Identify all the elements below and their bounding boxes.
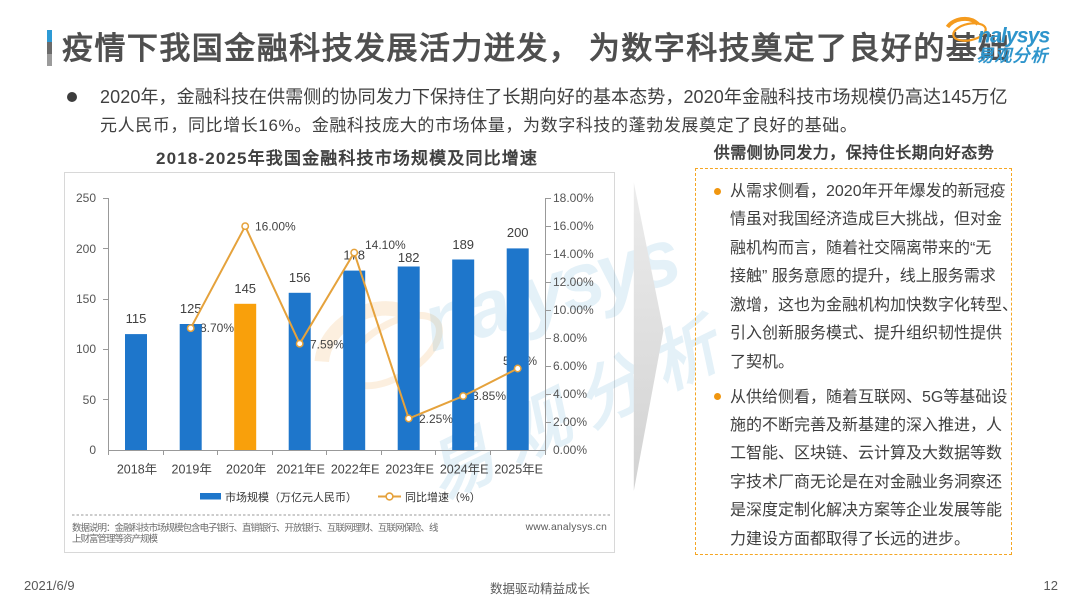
svg-text:易观分析: 易观分析 — [977, 47, 1051, 66]
svg-text:2022年E: 2022年E — [331, 463, 380, 477]
svg-text:100: 100 — [76, 342, 96, 356]
svg-text:4.00%: 4.00% — [553, 387, 587, 401]
svg-text:14.10%: 14.10% — [365, 238, 406, 252]
svg-text:2023年E: 2023年E — [385, 463, 434, 477]
svg-text:14.00%: 14.00% — [553, 247, 594, 261]
svg-text:10.00%: 10.00% — [553, 303, 594, 317]
svg-text:2018年: 2018年 — [117, 463, 157, 477]
svg-text:0.00%: 0.00% — [553, 443, 587, 457]
svg-text:3.85%: 3.85% — [472, 389, 506, 403]
svg-text:200: 200 — [507, 225, 529, 240]
svg-text:nalysys: nalysys — [978, 25, 1050, 48]
svg-text:16.00%: 16.00% — [255, 220, 296, 234]
svg-text:8.00%: 8.00% — [553, 331, 587, 345]
svg-text:115: 115 — [126, 311, 147, 326]
svg-text:2020年: 2020年 — [226, 463, 266, 477]
svg-text:市场规模（万亿元人民币）: 市场规模（万亿元人民币） — [225, 490, 357, 504]
svg-text:同比增速（%）: 同比增速（%） — [405, 490, 481, 504]
svg-text:2.25%: 2.25% — [419, 412, 453, 426]
svg-text:2025年E: 2025年E — [494, 463, 543, 477]
svg-text:7.59%: 7.59% — [310, 338, 344, 352]
svg-text:2021年E: 2021年E — [276, 463, 325, 477]
svg-text:50: 50 — [83, 393, 97, 407]
svg-text:250: 250 — [76, 191, 96, 205]
svg-text:6.00%: 6.00% — [553, 359, 587, 373]
svg-text:2.00%: 2.00% — [553, 415, 587, 429]
svg-text:200: 200 — [76, 242, 96, 256]
svg-text:189: 189 — [452, 237, 474, 252]
svg-text:125: 125 — [180, 301, 202, 316]
svg-text:145: 145 — [234, 281, 256, 296]
svg-text:8.70%: 8.70% — [200, 321, 234, 335]
svg-text:16.00%: 16.00% — [553, 219, 594, 233]
svg-text:18.00%: 18.00% — [553, 191, 594, 205]
svg-text:2019年: 2019年 — [172, 463, 212, 477]
svg-text:0: 0 — [89, 443, 96, 457]
svg-text:2024年E: 2024年E — [440, 463, 489, 477]
svg-text:150: 150 — [76, 292, 96, 306]
svg-text:12.00%: 12.00% — [553, 275, 594, 289]
svg-text:182: 182 — [398, 250, 420, 265]
svg-text:156: 156 — [289, 270, 311, 285]
